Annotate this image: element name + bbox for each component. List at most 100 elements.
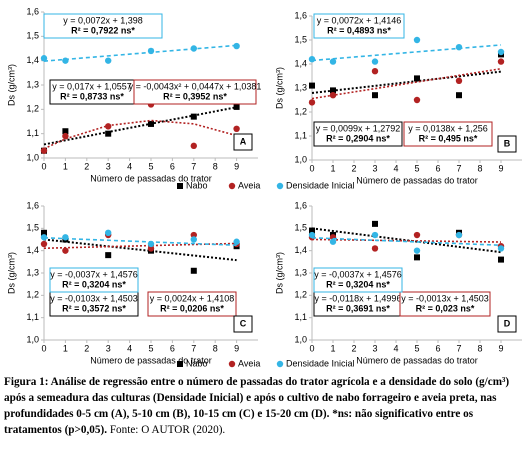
y-tick-label: 1,1: [294, 312, 307, 322]
y-axis-title: Ds (g/cm³): [274, 67, 284, 109]
point: [62, 57, 69, 64]
trend-line: [311, 67, 502, 100]
y-tick-label: 1,5: [294, 34, 307, 44]
trend-line: [311, 70, 502, 94]
point: [40, 55, 48, 62]
equation: y = 0,0099x + 1,2792: [316, 123, 401, 133]
point: [105, 123, 112, 130]
point: [371, 68, 379, 75]
legend-marker: [276, 360, 284, 368]
y-tick-label: 1,5: [26, 31, 39, 41]
x-tick-label: 5: [148, 161, 153, 171]
equation-box: [49, 291, 139, 317]
point: [498, 256, 504, 263]
equation: y = 0,0072x + 1,4146: [317, 15, 402, 25]
x-tick-label: 9: [498, 343, 503, 353]
x-tick-label: 4: [127, 161, 132, 171]
r-squared: R² = 0,2904 ns*: [326, 133, 390, 143]
point: [147, 245, 155, 252]
x-tick-label: 2: [351, 163, 356, 173]
point: [62, 247, 69, 254]
equation: y = 0,0024x + 1,4108: [150, 293, 235, 303]
equation-box: [399, 291, 491, 317]
y-tick-label: 1,2: [294, 290, 307, 300]
point: [371, 245, 379, 252]
x-tick-label: 0: [309, 163, 314, 173]
x-tick-label: 8: [213, 161, 218, 171]
trend-line: [43, 44, 237, 62]
x-tick-label: 2: [351, 343, 356, 353]
x-tick-label: 3: [372, 163, 377, 173]
y-tick-label: 1,6: [294, 200, 307, 210]
point: [372, 220, 378, 227]
legend-marker: [228, 360, 236, 368]
legend-label: Aveia: [238, 358, 260, 368]
legend-marker: [177, 361, 183, 367]
r-squared: R² = 0,3204 ns*: [326, 279, 390, 289]
r-squared: R² = 0,3691 ns*: [326, 303, 390, 313]
x-tick-label: 9: [234, 161, 239, 171]
y-tick-label: 1,6: [294, 10, 307, 20]
point: [233, 103, 240, 110]
x-tick-label: 8: [213, 343, 218, 353]
point: [40, 240, 48, 248]
point: [233, 238, 240, 245]
x-tick-label: 4: [127, 343, 132, 353]
point: [413, 247, 421, 254]
x-tick-label: 9: [234, 343, 239, 353]
trend-line: [43, 242, 237, 250]
x-tick-label: 5: [414, 343, 419, 353]
panel-box: [233, 315, 253, 333]
panel-box: [233, 133, 253, 151]
trend-line: [43, 119, 237, 150]
y-tick-label: 1,6: [26, 6, 39, 16]
x-tick-label: 6: [435, 163, 440, 173]
point: [414, 254, 420, 261]
r-squared: R² = 0,023 ns*: [416, 303, 475, 313]
y-axis-title: Ds (g/cm³): [6, 64, 16, 106]
r-squared: R² = 0,495 ns*: [419, 133, 478, 143]
panel-letter: C: [240, 318, 247, 328]
trend-line: [311, 238, 502, 243]
x-tick-label: 1: [63, 161, 68, 171]
x-tick-label: 0: [309, 343, 314, 353]
equation: y = 0,0072x + 1,398: [63, 15, 143, 25]
point: [330, 87, 336, 94]
point: [497, 48, 505, 56]
point: [62, 132, 69, 140]
x-axis-title: Número de passadas do trator: [356, 355, 478, 365]
x-tick-label: 7: [191, 343, 196, 353]
point: [329, 238, 337, 245]
x-tick-label: 4: [393, 163, 398, 173]
equation: y = -0,0118x + 1,4996: [315, 293, 402, 303]
legend-label: Aveia: [238, 180, 260, 190]
y-axis-title: Ds (g/cm³): [6, 252, 16, 294]
point: [190, 236, 197, 243]
x-axis-title: Número de passadas do trator: [356, 175, 478, 185]
r-squared: R² = 0,8733 ns*: [60, 91, 124, 101]
y-tick-label: 1,2: [26, 290, 39, 300]
source: Fonte: O AUTOR (2020).: [109, 424, 226, 436]
legend-label: Nabo: [186, 180, 208, 190]
legend-marker: [177, 183, 183, 189]
point: [190, 45, 197, 52]
point: [190, 267, 197, 274]
x-tick-label: 0: [41, 343, 46, 353]
point: [329, 92, 337, 99]
x-tick-label: 6: [170, 161, 175, 171]
panel-letter: D: [504, 318, 511, 328]
point: [308, 231, 316, 239]
panel-letter: A: [240, 136, 247, 146]
point: [329, 58, 337, 65]
x-axis-title: Número de passadas do trator: [90, 173, 212, 183]
equation-box: [147, 291, 237, 317]
point: [413, 36, 421, 44]
x-tick-label: 6: [435, 343, 440, 353]
point: [309, 82, 315, 89]
equation-box: [49, 79, 135, 105]
x-tick-label: 2: [84, 161, 89, 171]
legend-label: Densidade Inicial: [286, 180, 355, 190]
y-tick-label: 1,4: [294, 245, 307, 255]
point: [371, 231, 379, 239]
